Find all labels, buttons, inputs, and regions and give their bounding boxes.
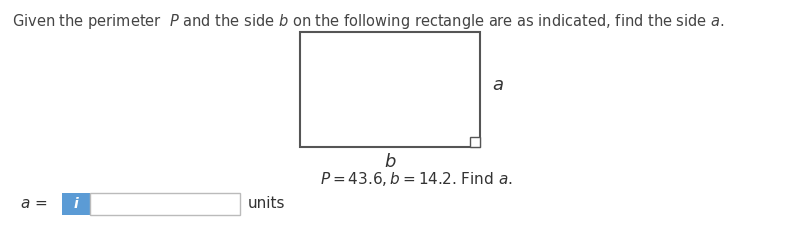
Bar [62,193,90,215]
Text: $P = 43.6, b = 14.2$. Find $a$.: $P = 43.6, b = 14.2$. Find $a$. [320,170,513,188]
Text: $a$: $a$ [492,76,504,94]
Bar [300,32,480,147]
Bar [470,137,480,147]
Text: $b$: $b$ [384,153,396,171]
Text: $a$ =: $a$ = [20,195,47,210]
Text: i: i [74,197,78,211]
Text: units: units [248,195,286,210]
Text: Given the perimeter  $P$ and the side $b$ on the following rectangle are as indi: Given the perimeter $P$ and the side $b$… [12,12,725,31]
Bar [90,193,240,215]
